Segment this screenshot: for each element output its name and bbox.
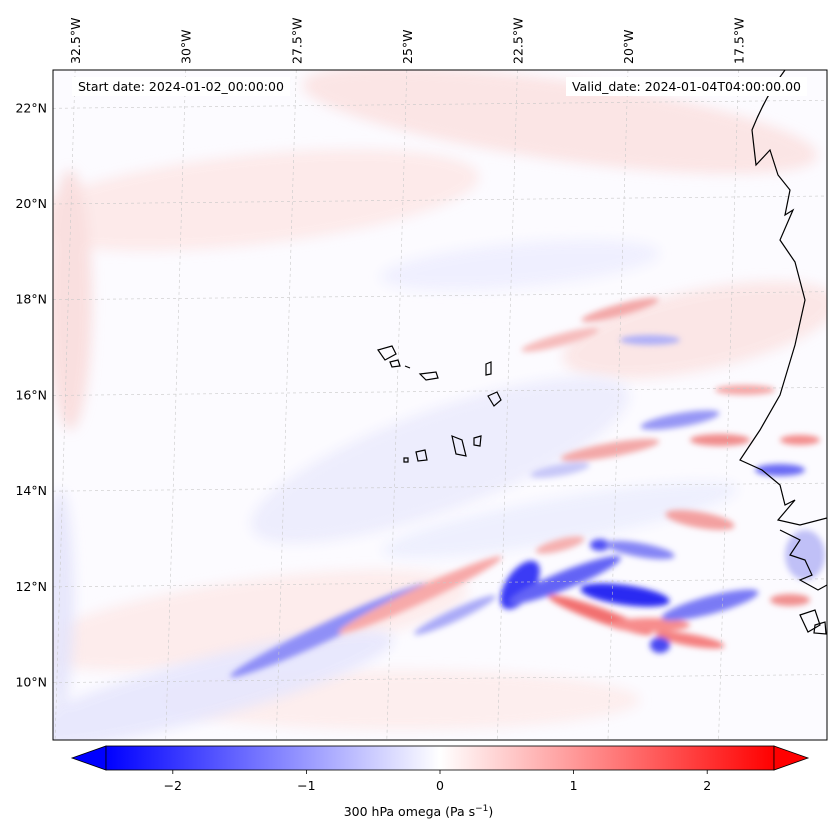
colorbar-tick-label: 1 — [570, 778, 578, 793]
meridian-gridline — [386, 70, 408, 740]
sao-nicolau-island — [418, 371, 439, 381]
sal-island — [485, 361, 492, 376]
meridian-gridline — [607, 70, 629, 740]
latitude-labels: 22°N 20°N 18°N 16°N 14°N 12°N 10°N — [15, 100, 47, 689]
colorbar-min-extend — [70, 745, 107, 771]
colorbar-max-extend — [773, 745, 810, 771]
boa-vista-island — [487, 391, 502, 407]
maio-island — [473, 435, 482, 447]
latitude-label: 18°N — [15, 292, 47, 307]
latitude-label: 12°N — [15, 579, 47, 594]
guinea-coast — [779, 529, 827, 591]
santo-antao-island — [377, 345, 397, 361]
bijagos-islands — [799, 609, 821, 633]
latitude-label: 22°N — [15, 100, 47, 115]
start-date-label: Start date: 2024-01-02_00:00:00 — [72, 77, 290, 96]
brava-island — [403, 457, 409, 463]
graticule — [53, 70, 827, 740]
meridian-gridline — [275, 70, 297, 740]
longitude-label: 20°W — [621, 29, 636, 64]
longitude-label: 22.5°W — [510, 18, 525, 64]
omega-field — [53, 70, 827, 740]
colorbar: −2 −1 0 1 2 — [70, 745, 810, 793]
colorbar-body — [105, 745, 775, 771]
longitude-label: 25°W — [400, 29, 415, 64]
longitude-label: 27.5°W — [289, 18, 304, 64]
latitude-label: 20°N — [15, 196, 47, 211]
map-frame — [52, 69, 828, 741]
coastline — [377, 70, 827, 635]
latitude-label: 14°N — [15, 483, 47, 498]
meridian-gridline — [497, 70, 518, 740]
longitude-label: 17.5°W — [732, 18, 747, 64]
colorbar-label-close: ) — [488, 804, 494, 820]
meridian-gridline — [54, 70, 76, 740]
colorbar-tick-label: 0 — [436, 778, 444, 793]
colorbar-label: 300 hPa omega (Pa s−1) — [0, 804, 837, 819]
fogo-island — [415, 449, 428, 462]
longitude-label: 32.5°W — [68, 18, 83, 64]
bijagos-islands-2 — [813, 621, 827, 635]
colorbar-label-text: 300 hPa omega (Pa s — [343, 804, 476, 820]
latitude-label: 16°N — [15, 387, 47, 402]
meridian-gridline — [718, 70, 739, 740]
meridian-gridline — [165, 70, 186, 740]
colorbar-tick-label: 2 — [703, 778, 711, 793]
santa-luzia-island — [404, 365, 411, 369]
sao-vicente-island — [389, 359, 401, 368]
santiago-island — [451, 435, 467, 457]
valid-date-label: Valid_date: 2024-01-04T04:00:00.00 — [565, 77, 807, 96]
colorbar-tick-label: −1 — [297, 778, 315, 793]
colorbar-label-units: −1 — [475, 804, 489, 814]
latitude-label: 10°N — [15, 675, 47, 690]
africa-coast — [739, 70, 827, 526]
longitude-label: 30°W — [179, 29, 194, 64]
colorbar-tick-label: −2 — [164, 778, 182, 793]
longitude-labels: 32.5°W 30°W 27.5°W 25°W 22.5°W 20°W 17.5°W — [68, 18, 746, 64]
